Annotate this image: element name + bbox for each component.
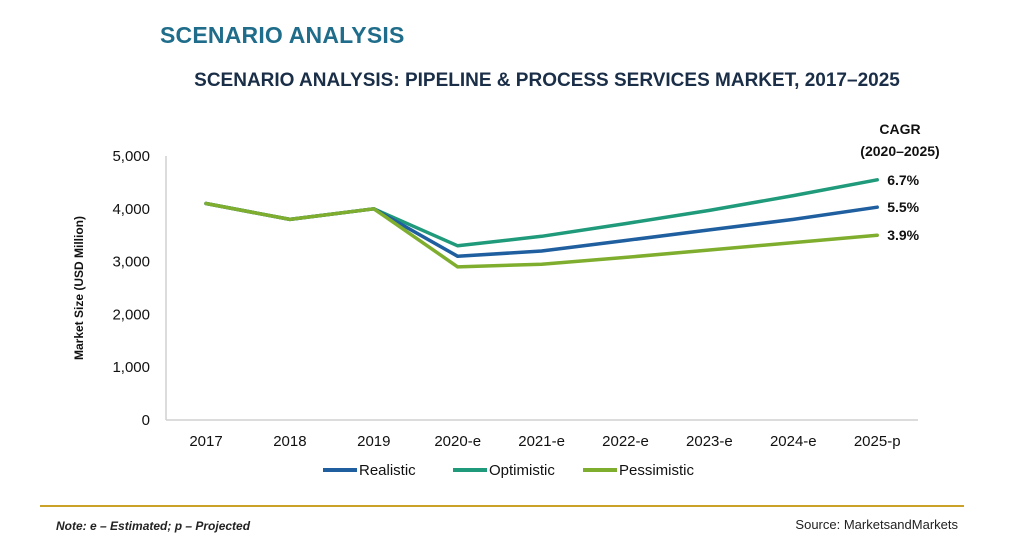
cagr-period: (2020–2025) [860, 143, 939, 159]
source-text: Source: MarketsandMarkets [795, 517, 958, 532]
x-tick-label: 2025-p [854, 433, 901, 450]
x-tick-label: 2018 [273, 433, 306, 450]
y-tick-label: 3,000 [112, 254, 150, 271]
y-tick-label: 5,000 [112, 148, 150, 165]
series-line-pessimistic [204, 201, 879, 269]
cagr-label-pessimistic: 3.9% [887, 227, 919, 243]
y-tick-label: 2,000 [112, 306, 150, 323]
chart-title: SCENARIO ANALYSIS: PIPELINE & PROCESS SE… [194, 70, 900, 91]
footnote: Note: e – Estimated; p – Projected [56, 519, 251, 533]
x-tick-label: 2023-e [686, 433, 733, 450]
x-tick-label: 2021-e [518, 433, 565, 450]
y-tick-label: 0 [142, 412, 150, 429]
legend-label-realistic: Realistic [359, 462, 416, 479]
x-tick-label: 2020-e [434, 433, 481, 450]
footer-divider [40, 505, 964, 507]
legend-label-optimistic: Optimistic [489, 462, 555, 479]
y-axis-title: Market Size (USD Million) [72, 216, 86, 360]
y-tick-label: 1,000 [112, 359, 150, 376]
y-tick-label: 4,000 [112, 201, 150, 218]
x-tick-label: 2019 [357, 433, 390, 450]
cagr-label-optimistic: 6.7% [887, 172, 919, 188]
x-tick-label: 2024-e [770, 433, 817, 450]
series-line-realistic [204, 201, 879, 259]
line-chart: Market Size (USD Million) 0 1,000 2,000 3,0… [72, 121, 940, 479]
cagr-label-realistic: 5.5% [887, 199, 919, 215]
series-line-optimistic [204, 178, 879, 248]
legend-label-pessimistic: Pessimistic [619, 462, 695, 479]
cagr-header: CAGR [879, 121, 920, 137]
x-tick-label: 2022-e [602, 433, 649, 450]
x-tick-label: 2017 [189, 433, 222, 450]
page-heading: SCENARIO ANALYSIS [160, 22, 405, 48]
